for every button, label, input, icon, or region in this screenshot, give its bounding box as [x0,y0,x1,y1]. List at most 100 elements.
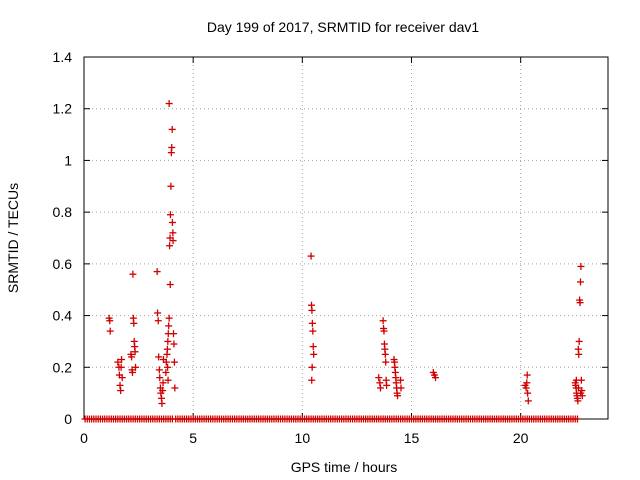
data-points [81,100,586,423]
data-point [382,358,390,366]
data-point [308,306,316,314]
data-point [164,376,172,384]
data-point [169,237,177,245]
data-point [128,368,136,376]
data-point [522,384,530,392]
data-point [169,229,177,237]
data-point [168,125,176,133]
data-point [166,211,174,219]
data-point [130,319,138,327]
data-point [166,281,174,289]
y-tick-label: 0.8 [53,204,73,220]
data-point [165,100,173,108]
data-point [155,366,163,374]
data-point [379,317,387,325]
data-point [162,358,170,366]
plot-frame [83,56,609,420]
data-point-zero [573,415,581,423]
y-tick-label: 1.4 [53,49,73,65]
data-point [170,330,178,338]
data-point [397,376,405,384]
data-point [166,242,174,250]
y-tick-label: 1.2 [53,101,73,117]
data-point [523,371,531,379]
data-point [577,389,585,397]
data-point [577,262,585,270]
data-point [154,317,162,325]
data-point [117,363,125,371]
data-point [168,144,176,151]
data-point [154,309,162,317]
data-point [159,379,167,387]
data-point [170,340,178,348]
chart-title: Day 199 of 2017, SRMTID for receiver dav… [207,19,480,35]
data-point [308,376,316,384]
x-tick-label: 20 [513,430,529,446]
data-point [383,381,391,389]
data-point [309,327,317,335]
data-point [524,397,532,405]
data-point [164,363,172,371]
data-point [162,368,170,376]
data-point [376,384,384,392]
data-point [575,350,583,358]
data-point [376,379,384,387]
data-point [575,337,583,345]
axis-ticks: 0 5 10 15 20 0 0.2 0.4 0.6 0.8 1 1.2 1.4 [53,49,608,446]
x-axis-label: GPS time / hours [291,459,398,475]
data-point [575,384,583,392]
data-point [394,392,402,400]
data-point [156,374,164,382]
data-point [128,353,136,361]
data-point [165,322,173,330]
data-point [132,363,140,371]
data-point [171,384,179,392]
data-point [114,358,122,366]
y-tick-label: 0.6 [53,256,73,272]
data-point [159,387,167,395]
data-point [155,353,163,361]
data-point [308,363,316,371]
data-point [163,345,171,353]
data-point [168,218,176,226]
data-point [523,379,531,387]
data-point [167,182,175,190]
data-point [381,350,389,358]
x-tick-label: 10 [295,430,311,446]
data-point [106,327,114,335]
x-tick-label: 5 [189,430,197,446]
grid-lines [84,57,608,419]
data-point [164,337,172,345]
data-point [380,327,388,335]
x-tick-label: 0 [80,430,88,446]
data-point [375,374,383,382]
data-point [397,384,405,392]
y-axis-label: SRMTID / TECUs [5,183,21,293]
data-point [106,317,114,325]
data-point [432,374,440,382]
data-point [131,348,139,356]
data-point [576,299,584,307]
data-point [307,252,315,260]
data-point [576,278,584,286]
y-tick-label: 0.2 [53,359,73,375]
data-point [309,343,317,351]
data-point [165,314,173,322]
data-point [308,319,316,327]
data-point [118,356,126,364]
y-tick-label: 1 [64,152,72,168]
data-point [524,389,532,397]
data-point [572,376,580,384]
y-tick-label: 0 [64,411,72,427]
data-point [118,374,126,382]
x-tick-label: 15 [404,430,420,446]
data-point [129,270,137,278]
data-point [116,381,124,389]
data-point [170,358,178,366]
data-point [153,268,161,276]
data-point [117,387,125,395]
data-point [310,350,318,358]
y-tick-label: 0.4 [53,308,73,324]
